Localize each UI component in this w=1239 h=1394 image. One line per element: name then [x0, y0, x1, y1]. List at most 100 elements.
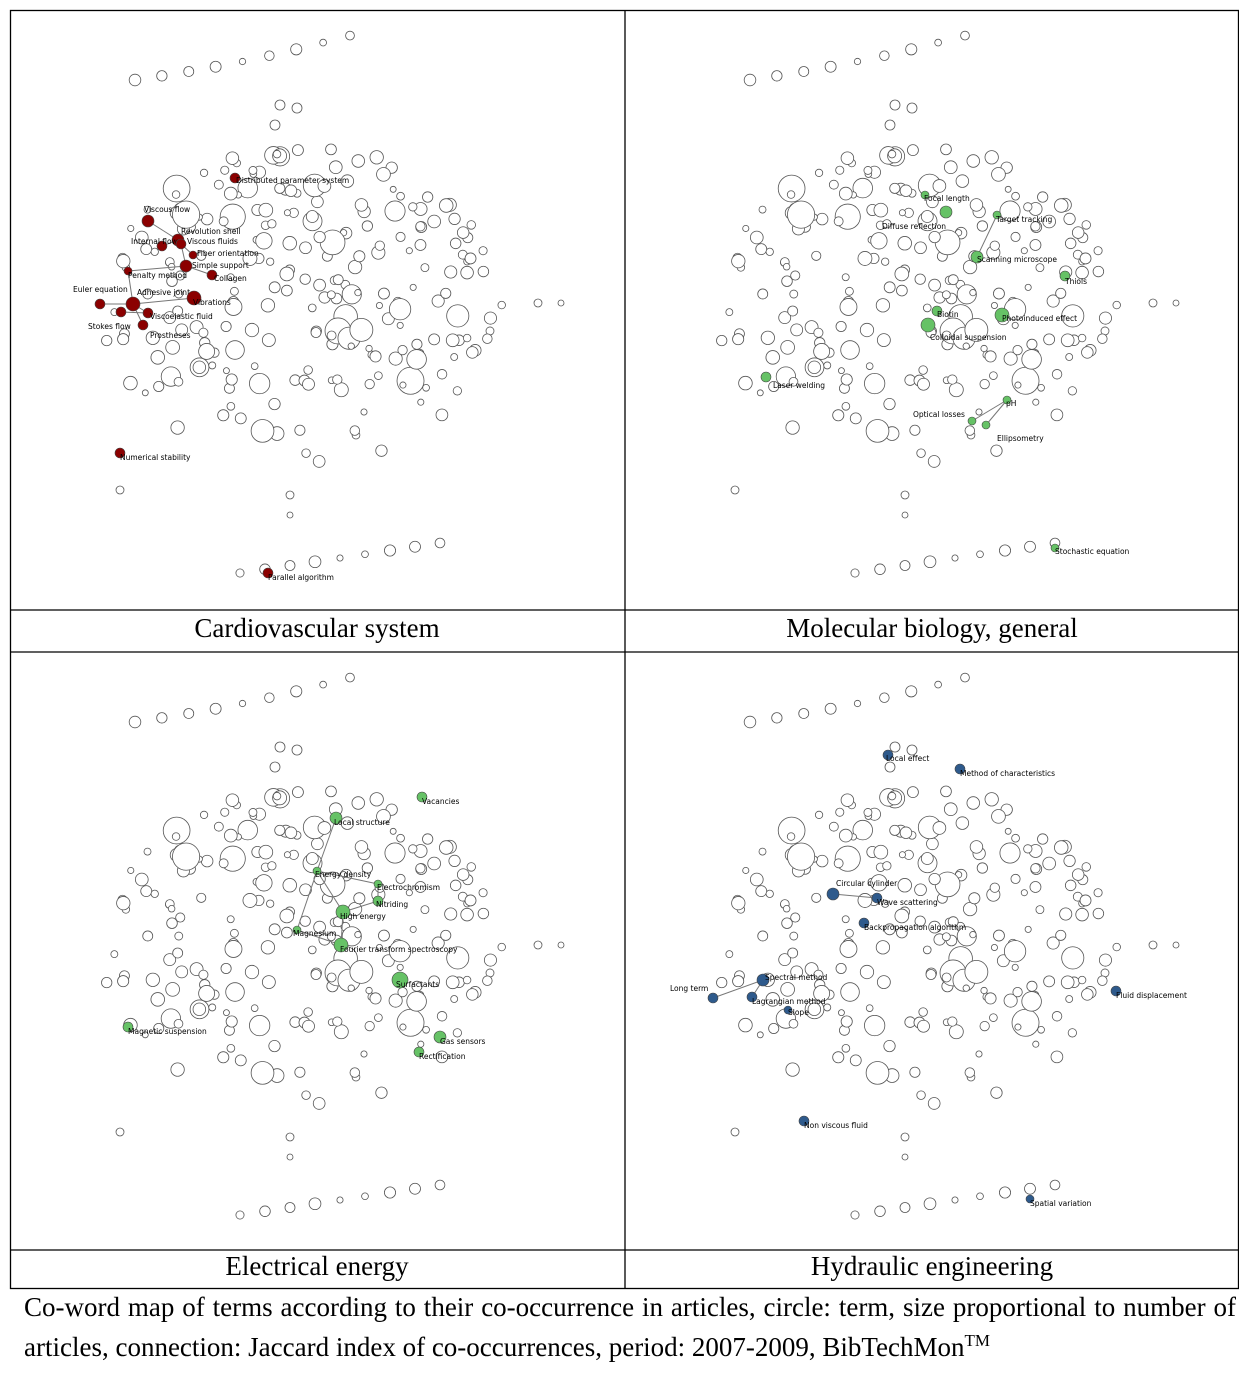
term-label: Laser welding: [773, 381, 825, 390]
term-circle: [943, 802, 958, 817]
term-circle: [1059, 907, 1073, 921]
term-circle: [417, 398, 425, 406]
term-circle: [849, 412, 862, 425]
term-circle: [167, 905, 176, 913]
term-circle: [1011, 191, 1020, 201]
term-circle: [198, 985, 216, 1002]
term-circle: [533, 940, 543, 950]
term-circle: [220, 165, 230, 175]
term-circle: [1071, 226, 1085, 239]
term-circle: [446, 304, 470, 328]
term-circle: [128, 73, 142, 87]
term-circle: [1065, 995, 1074, 1003]
connection: [985, 399, 1008, 426]
term-circle: [1024, 925, 1032, 933]
term-circle: [979, 1020, 990, 1032]
co-word-map: Distributed parameter system Viscous flow…: [73, 30, 565, 582]
term-circle: [162, 816, 191, 845]
term-circle: [286, 511, 294, 519]
term-label: Stokes flow: [88, 322, 131, 331]
term-circle: [863, 808, 873, 817]
term-circle: [1172, 299, 1180, 307]
term-circle: [835, 320, 847, 332]
highlighted-term: [262, 567, 274, 579]
term-circle: [1054, 840, 1069, 855]
term-circle: [422, 1026, 430, 1034]
term-circle: [101, 334, 113, 347]
term-circle: [1004, 827, 1012, 835]
term-circle: [1024, 283, 1032, 291]
term-circle: [354, 931, 362, 939]
term-circle: [325, 785, 337, 798]
term-circle: [258, 844, 274, 860]
panel-title: Hydraulic engineering: [811, 1251, 1053, 1281]
term-circle: [117, 975, 130, 988]
term-circle: [375, 943, 383, 951]
term-label: pH: [1006, 399, 1016, 408]
term-circle: [852, 819, 873, 841]
term-circle: [1037, 1026, 1045, 1034]
term-circle: [969, 289, 977, 297]
term-circle: [870, 874, 888, 892]
term-circle: [901, 511, 909, 519]
term-circle: [841, 273, 850, 282]
term-circle: [901, 1153, 909, 1161]
term-circle: [899, 184, 913, 197]
term-circle: [852, 177, 873, 199]
term-circle: [839, 940, 858, 958]
term-circle: [220, 807, 230, 817]
term-label: Local effect: [886, 754, 929, 763]
highlighted-term: [141, 214, 155, 228]
term-circle: [1030, 221, 1041, 232]
term-label: Target tracking: [995, 215, 1053, 224]
term-circle: [200, 212, 214, 226]
term-circle: [1043, 975, 1056, 988]
term-circle: [1055, 287, 1067, 299]
term-circle: [143, 847, 152, 856]
term-circle: [955, 174, 970, 188]
term-circle: [833, 858, 844, 869]
term-circle: [285, 1132, 295, 1142]
term-circle: [749, 872, 764, 887]
term-circle: [449, 237, 462, 250]
connection: [971, 399, 1008, 422]
term-circle: [374, 1013, 383, 1022]
term-circle: [325, 143, 337, 156]
term-circle: [786, 832, 796, 841]
term-circle: [999, 1186, 1012, 1199]
term-circle: [199, 168, 209, 177]
term-circle: [303, 365, 313, 375]
term-circle: [445, 975, 460, 990]
term-circle: [898, 851, 906, 859]
term-circle: [411, 980, 423, 992]
term-circle: [209, 60, 222, 73]
term-label: Colloidal suspension: [930, 333, 1007, 342]
term-circle: [462, 333, 472, 343]
term-label: Penalty method: [128, 271, 187, 280]
term-circle: [725, 950, 734, 959]
term-circle: [225, 1015, 238, 1028]
term-circle: [431, 936, 445, 950]
term-circle: [873, 844, 889, 860]
term-circle: [286, 1153, 294, 1161]
term-circle: [439, 840, 454, 855]
highlighted-term: [142, 307, 154, 319]
term-circle: [1037, 384, 1045, 392]
term-label: Local structure: [334, 818, 390, 827]
term-circle: [1081, 988, 1094, 1001]
term-circle: [477, 907, 490, 920]
term-circle: [360, 1050, 368, 1058]
highlighted-term: [94, 298, 106, 310]
term-circle: [969, 198, 984, 212]
highlighted-term: [156, 240, 168, 252]
term-circle: [332, 374, 343, 385]
term-circle: [234, 1054, 247, 1067]
term-circle: [907, 786, 919, 799]
highlighted-term: [746, 991, 758, 1003]
term-circle: [787, 947, 799, 959]
term-circle: [1081, 220, 1091, 230]
term-circle: [482, 975, 493, 986]
term-circle: [841, 402, 851, 411]
highlighted-term: [179, 259, 193, 273]
term-circle: [824, 60, 837, 73]
